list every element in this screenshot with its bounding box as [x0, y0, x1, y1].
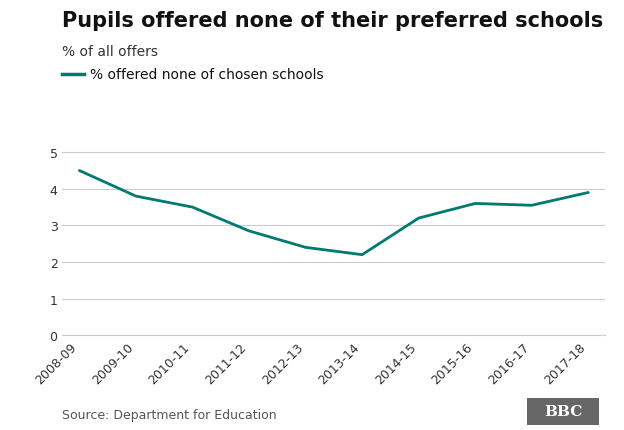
Text: BBC: BBC: [544, 405, 582, 418]
Text: % offered none of chosen schools: % offered none of chosen schools: [90, 68, 324, 82]
Text: Pupils offered none of their preferred schools: Pupils offered none of their preferred s…: [62, 11, 603, 31]
Text: % of all offers: % of all offers: [62, 45, 158, 59]
Text: Source: Department for Education: Source: Department for Education: [62, 408, 277, 421]
